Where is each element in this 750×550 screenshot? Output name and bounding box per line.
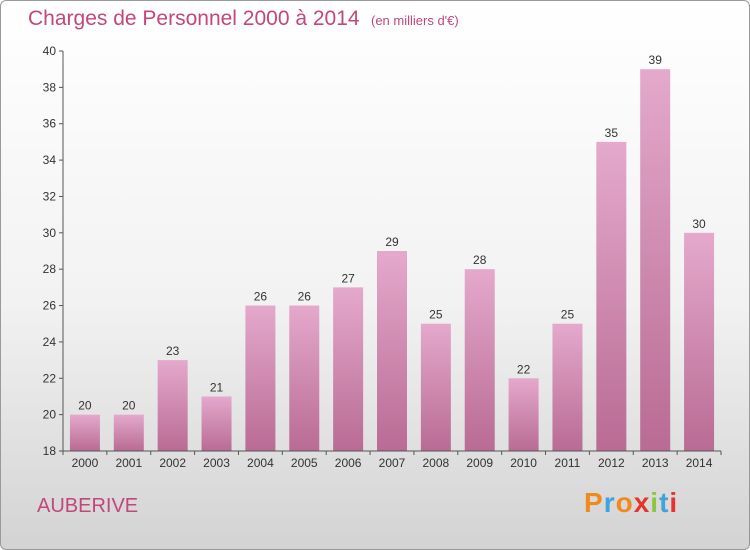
data-label-2002: 23	[166, 344, 180, 358]
y-tick-label: 32	[43, 189, 57, 203]
chart-unit-label: (en milliers d'€)	[371, 13, 459, 28]
data-label-2005: 26	[298, 290, 312, 304]
bar-2007	[377, 251, 407, 451]
y-tick-label: 38	[43, 80, 57, 94]
y-tick-label: 34	[43, 153, 57, 167]
data-label-2007: 29	[385, 235, 399, 249]
bar-2001	[113, 414, 144, 451]
bar-2014	[684, 232, 715, 451]
bar-2005	[289, 305, 320, 451]
logo-letter: i	[669, 487, 679, 518]
x-tick-label: 2006	[335, 456, 362, 470]
data-label-2008: 25	[429, 308, 443, 322]
bar-2010	[508, 378, 539, 451]
x-tick-label: 2005	[291, 456, 318, 470]
data-label-2001: 20	[122, 399, 136, 413]
bar-2009	[464, 269, 495, 451]
logo-letter: o	[615, 487, 634, 518]
y-tick-label: 36	[43, 117, 57, 131]
x-tick-label: 2014	[686, 456, 713, 470]
data-label-2012: 35	[605, 126, 619, 140]
y-tick-label: 20	[43, 408, 57, 422]
bar-2012	[596, 141, 627, 451]
bar-2004	[245, 305, 276, 451]
x-tick-label: 2000	[72, 456, 99, 470]
y-tick-label: 28	[43, 262, 57, 276]
logo-letter: P	[584, 487, 604, 518]
x-tick-label: 2008	[423, 456, 450, 470]
logo-letter: x	[633, 487, 651, 518]
logo-letter: t	[659, 487, 670, 518]
x-tick-label: 2007	[379, 456, 406, 470]
x-tick-label: 2009	[466, 456, 493, 470]
chart-title: Charges de Personnel 2000 à 2014	[28, 7, 360, 30]
y-tick-label: 24	[43, 335, 57, 349]
data-label-2011: 25	[561, 308, 575, 322]
commune-name: AUBERIVE	[37, 495, 139, 517]
bar-2006	[333, 287, 364, 451]
bar-2013	[640, 69, 671, 451]
logo-letter: i	[650, 487, 660, 518]
x-tick-label: 2001	[115, 456, 142, 470]
bar-2008	[420, 323, 451, 451]
x-tick-label: 2011	[555, 456, 581, 470]
y-tick-label: 40	[43, 44, 57, 58]
bar-2000	[69, 414, 100, 451]
data-label-2004: 26	[254, 290, 268, 304]
x-tick-label: 2012	[598, 456, 625, 470]
logo-letter: r	[603, 487, 616, 518]
data-label-2003: 21	[210, 380, 224, 394]
data-label-2000: 20	[78, 399, 92, 413]
x-tick-label: 2003	[203, 456, 230, 470]
x-tick-label: 2004	[247, 456, 274, 470]
x-tick-label: 2010	[510, 456, 537, 470]
x-tick-label: 2013	[642, 456, 669, 470]
y-tick-label: 26	[43, 299, 57, 313]
y-tick-label: 22	[43, 371, 57, 385]
bar-2011	[552, 323, 583, 451]
y-tick-label: 18	[43, 444, 57, 458]
bar-2003	[201, 396, 232, 451]
proxiti-logo: Proxiti	[584, 487, 678, 519]
data-label-2013: 39	[649, 53, 663, 67]
data-label-2010: 22	[517, 362, 531, 376]
bar-2002	[157, 360, 188, 451]
data-label-2006: 27	[341, 271, 355, 285]
x-tick-label: 2002	[159, 456, 186, 470]
y-tick-label: 30	[43, 226, 57, 240]
data-label-2009: 28	[473, 253, 487, 267]
data-label-2014: 30	[692, 217, 706, 231]
